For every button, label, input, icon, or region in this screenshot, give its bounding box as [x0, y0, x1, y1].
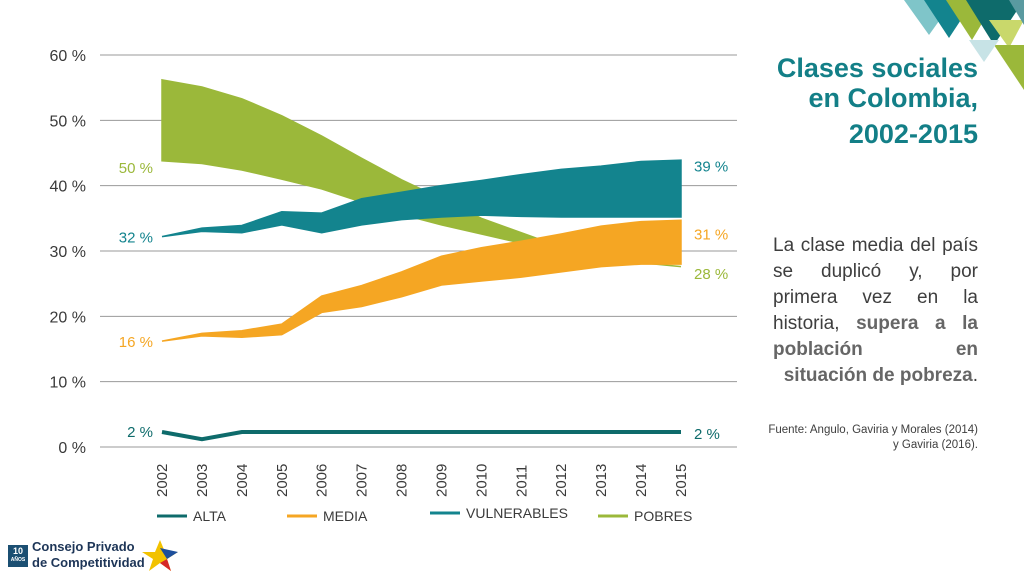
summary-end: .: [972, 365, 978, 386]
x-tick-label: 2010: [473, 464, 490, 497]
summary-plain: La clase media del país se duplicó y, po…: [773, 235, 978, 334]
legend-label: POBRES: [634, 508, 692, 524]
y-tick-label: 60 %: [50, 48, 86, 65]
data-label-start: 50 %: [119, 160, 153, 177]
series-band-media: [161, 219, 682, 342]
legend-label: ALTA: [193, 508, 227, 524]
org-name-line1: Consejo Privado: [32, 539, 135, 554]
legend-label: MEDIA: [323, 508, 368, 524]
x-tick-label: 2007: [354, 464, 371, 497]
decorative-triangles: [904, 0, 1024, 90]
org-logo: 10 AÑOS Consejo Privado de Competitivida…: [6, 538, 186, 572]
x-tick-label: 2012: [553, 464, 570, 497]
series-line-alta: [161, 429, 681, 442]
data-label-start: 2 %: [127, 424, 153, 441]
x-tick-label: 2013: [593, 464, 610, 497]
x-tick-label: 2015: [673, 464, 690, 497]
x-tick-label: 2004: [234, 464, 251, 497]
x-tick-label: 2006: [314, 464, 331, 497]
summary-text: La clase media del país se duplicó y, po…: [773, 233, 978, 389]
x-tick-label: 2014: [633, 464, 650, 497]
page-title: Clases sociales en Colombia, 2002-2015: [718, 53, 978, 149]
x-tick-label: 2011: [513, 465, 530, 497]
data-label-start: 16 %: [119, 334, 153, 351]
x-tick-label: 2005: [274, 464, 291, 497]
data-label-end: 31 %: [694, 226, 728, 243]
source-note: Fuente: Angulo, Gaviria y Morales (2014)…: [768, 424, 978, 451]
y-tick-label: 50 %: [50, 113, 86, 130]
y-tick-label: 20 %: [50, 309, 86, 326]
title-line-3: 2002-2015: [848, 119, 978, 149]
title-line-2: en Colombia,: [808, 83, 978, 113]
org-badge-number: 10: [12, 546, 23, 556]
data-label-end: 2 %: [694, 426, 720, 443]
series-band-vulnerables: [161, 159, 682, 238]
y-tick-label: 30 %: [50, 244, 86, 261]
x-tick-label: 2003: [194, 464, 211, 497]
y-tick-label: 0 %: [58, 440, 86, 457]
legend-label: VULNERABLES: [466, 505, 568, 521]
x-tick-label: 2009: [433, 464, 450, 497]
title-line-1: Clases sociales: [776, 53, 978, 83]
data-label-start: 32 %: [119, 230, 153, 247]
org-badge-sub: AÑOS: [10, 557, 26, 563]
org-name-line2: de Competitividad: [32, 555, 145, 570]
org-name: Consejo Privado de Competitividad: [32, 539, 145, 571]
x-tick-label: 2008: [394, 464, 411, 497]
x-tick-label: 2002: [154, 464, 171, 497]
star-logo-icon: [142, 540, 178, 571]
chart: 0 % 10 % 20 % 30 % 40 % 50 % 60 % 2 % 2 % 16 % 31…: [50, 48, 737, 524]
data-label-end: 28 %: [694, 266, 728, 283]
y-tick-label: 10 %: [50, 375, 86, 392]
summary-highlight: supera a la población en situación de po…: [773, 313, 978, 386]
org-badge: 10 AÑOS: [8, 545, 28, 567]
data-label-end: 39 %: [694, 158, 728, 175]
y-tick-label: 40 %: [50, 179, 86, 196]
